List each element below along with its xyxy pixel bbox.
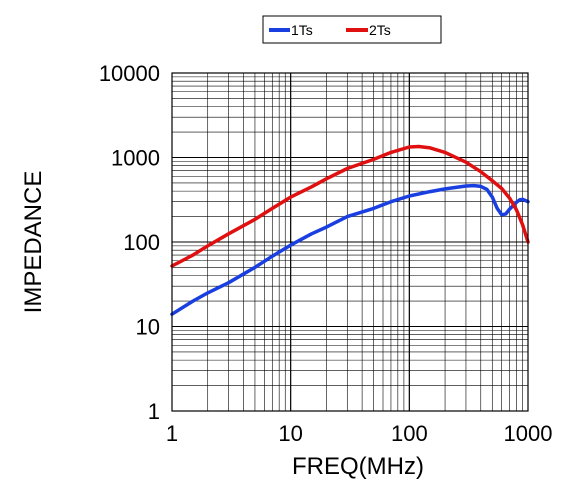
series-line-2ts: [170, 144, 530, 268]
legend: 1Ts 2Ts: [262, 15, 442, 44]
series-layer: [170, 144, 530, 316]
y-tick-label: 1000: [111, 146, 160, 171]
y-tick-label: 10000: [99, 61, 160, 86]
x-tick-label: 100: [391, 421, 428, 446]
y-tick-label: 1: [148, 399, 160, 424]
plot-frame: [171, 72, 529, 412]
y-tick-labels: 1 10 100 1000 10000: [99, 61, 160, 424]
y-tick-label: 10: [136, 315, 160, 340]
x-tick-label: 10: [278, 421, 302, 446]
legend-label-2ts: 2Ts: [369, 22, 391, 38]
x-tick-label: 1000: [504, 421, 553, 446]
x-axis-title: FREQ(MHz): [292, 453, 424, 480]
x-tick-label: 1: [166, 421, 178, 446]
legend-label-1ts: 1Ts: [291, 22, 313, 38]
x-tick-labels: 1 10 100 1000: [166, 421, 553, 446]
y-tick-label: 100: [123, 230, 160, 255]
y-axis-title: IMPEDANCE: [20, 171, 47, 314]
